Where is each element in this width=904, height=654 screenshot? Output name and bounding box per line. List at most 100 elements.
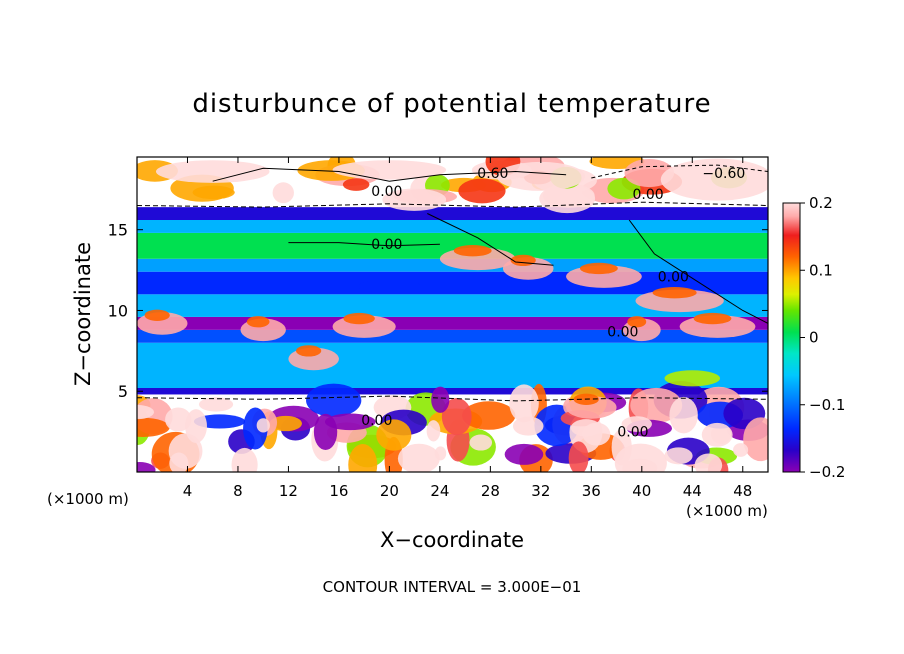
plot-frame <box>136 156 769 473</box>
x-tick-label-36: 36 <box>582 482 601 500</box>
white-cell <box>622 458 658 472</box>
white-cell <box>169 452 189 472</box>
colorbar-tick-label-3: −0.1 <box>809 396 845 414</box>
band-4 <box>137 316 768 330</box>
upper-white-patch <box>660 158 768 201</box>
x-tick-label-40: 40 <box>632 482 651 500</box>
x-tick-label-48: 48 <box>733 482 752 500</box>
mid-patch-edge <box>510 254 536 267</box>
x-tick-label-28: 28 <box>481 482 500 500</box>
colorbar-tick-label-0: 0.2 <box>809 194 833 212</box>
upper-cell <box>458 178 506 204</box>
turbulence-cell <box>568 441 589 472</box>
x-unit-label: (×1000 m) <box>686 502 768 520</box>
green-pocket <box>664 370 721 387</box>
mid-patch-edge <box>693 312 732 325</box>
x-tick-label-12: 12 <box>279 482 298 500</box>
white-cell <box>165 407 192 432</box>
mid-patch-edge <box>246 316 270 328</box>
mid-patch-edge <box>627 316 647 328</box>
plot-area <box>137 157 768 472</box>
white-cell <box>701 422 733 447</box>
contour-label-1: −0.60 <box>702 166 745 182</box>
x-tick-label-16: 16 <box>329 482 348 500</box>
contour-diag-a <box>427 213 554 266</box>
colorbar-ticks: 0.2 0.1 0 −0.1 −0.2 <box>800 194 845 481</box>
turbulence-cell <box>630 387 683 423</box>
turbulence-cell <box>269 415 302 432</box>
colorbar-tick-label-2: 0 <box>809 329 819 347</box>
contour-label-3: 0.00 <box>633 187 664 203</box>
contour-dashed-upper <box>137 201 768 208</box>
contour-label-7: 0.00 <box>361 413 392 429</box>
mid-patch-edge <box>296 345 322 357</box>
x-tick-label-32: 32 <box>531 482 550 500</box>
x-tick-label-8: 8 <box>233 482 243 500</box>
white-cell <box>469 434 493 451</box>
turbulence-cell <box>431 386 450 413</box>
mid-patch-edge <box>652 287 697 299</box>
y-unit-label: (×1000 m) <box>47 490 129 508</box>
turbulence-cell <box>504 443 544 465</box>
contour-dashed-lower <box>137 395 768 402</box>
white-cell <box>256 418 270 433</box>
turbulence-cell <box>441 397 472 436</box>
y-axis-label: Z−coordinate <box>71 242 95 386</box>
white-cell <box>198 397 234 412</box>
y-tick-label-5: 5 <box>118 382 128 401</box>
x-tick-label-4: 4 <box>183 482 193 500</box>
contour-label-6: 0.00 <box>607 324 638 340</box>
mid-patch-edge <box>579 262 618 275</box>
blue-pocket <box>357 279 421 293</box>
turbulence-cell <box>231 447 258 472</box>
white-cell <box>611 428 632 466</box>
white-cell <box>733 443 749 457</box>
contour-label-2: 0.00 <box>371 184 402 200</box>
turbulence-cell <box>243 407 268 450</box>
x-axis-ticks: 4 8 12 16 20 24 28 32 36 40 44 48 <box>183 157 752 500</box>
turbulence-cell <box>397 443 440 472</box>
colorbar: 0.2 0.1 0 −0.1 −0.2 <box>782 194 845 481</box>
turbulence-cell <box>137 417 170 437</box>
upper-cell <box>272 182 294 204</box>
x-tick-label-24: 24 <box>430 482 449 500</box>
turbulence-cell <box>743 417 768 462</box>
colorbar-tick-label-4: −0.2 <box>809 463 845 481</box>
chart-title: disturbunce of potential temperature <box>192 89 711 119</box>
contour-mid <box>288 242 440 247</box>
white-cell <box>570 419 602 437</box>
upper-white-patch <box>155 160 270 183</box>
contour-label-5: 0.00 <box>658 269 689 285</box>
white-cell <box>669 396 698 434</box>
contour-lines <box>137 164 768 402</box>
turbulence-cell <box>462 401 516 430</box>
contour-top <box>212 167 567 182</box>
white-cell <box>509 384 539 423</box>
contour-labels: 0.60 −0.60 0.00 0.00 0.00 0.00 0.00 0.00 0.00 <box>361 166 745 440</box>
band-2 <box>137 342 768 388</box>
white-cell <box>694 453 723 472</box>
mid-patch-edge <box>453 245 492 257</box>
x-tick-label-20: 20 <box>380 482 399 500</box>
turbulence-cell <box>306 383 362 418</box>
white-cell <box>621 416 652 432</box>
turbulence-cell <box>324 413 376 431</box>
turbulence-cell <box>376 419 412 451</box>
x-tick-label-44: 44 <box>683 482 702 500</box>
contour-label-4: 0.00 <box>371 237 402 253</box>
band-10 <box>137 207 768 220</box>
contour-diag-b <box>628 219 768 324</box>
band-1 <box>137 388 768 395</box>
contour-interval: CONTOUR INTERVAL = 3.000E−01 <box>323 578 582 596</box>
x-axis-label: X−coordinate <box>380 528 524 552</box>
band-5 <box>137 294 768 317</box>
contour-label-8: 0.00 <box>617 424 648 440</box>
y-tick-label-15: 15 <box>108 221 128 240</box>
band-3 <box>137 329 768 343</box>
white-cell <box>137 405 155 420</box>
contour-label-0: 0.60 <box>477 166 508 182</box>
upper-white-patch <box>496 161 586 191</box>
mid-patch-edge <box>343 312 375 325</box>
y-tick-label-10: 10 <box>108 301 128 320</box>
